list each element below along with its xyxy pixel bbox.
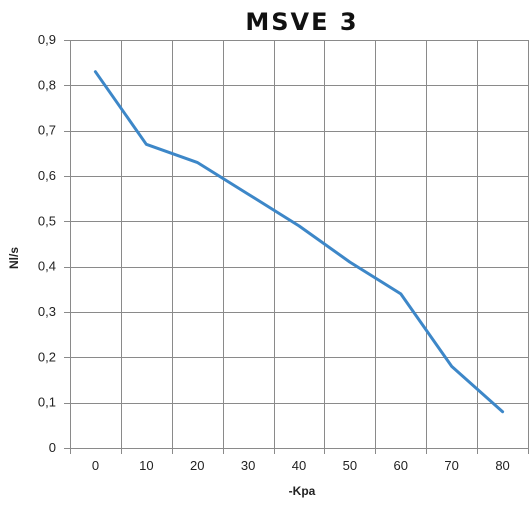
x-tick-label: 60 [394,458,408,473]
y-tick-labels: 0 0,1 0,2 0,3 0,4 0,5 0,6 0,7 0,8 0,9 [38,32,56,455]
x-tick-label: 30 [241,458,255,473]
series-line [93,70,505,414]
y-tick-label: 0,8 [38,77,56,92]
x-tick-label: 0 [92,458,99,473]
y-tick-label: 0,7 [38,123,56,138]
x-tick-label: 80 [495,458,509,473]
x-tick-label: 10 [139,458,153,473]
y-tick-label: 0,4 [38,259,56,274]
x-axis-label: -Kpa [289,484,316,498]
series-group [93,70,505,414]
y-tick-label: 0,3 [38,304,56,319]
y-tick-label: 0,2 [38,349,56,364]
y-tick-label: 0,1 [38,395,56,410]
y-tick-label: 0,6 [38,168,56,183]
y-tick-label: 0 [49,440,56,455]
x-tick-label: 40 [292,458,306,473]
x-tick-label: 20 [190,458,204,473]
x-tick-labels: 0 10 20 30 40 50 60 70 80 [92,458,510,473]
y-tick-label: 0,5 [38,213,56,228]
chart-title: MSVE 3 [245,8,358,36]
gridlines [64,40,529,454]
y-axis-label: Nl/s [7,247,21,269]
x-tick-label: 70 [444,458,458,473]
y-tick-label: 0,9 [38,32,56,47]
x-tick-label: 50 [343,458,357,473]
